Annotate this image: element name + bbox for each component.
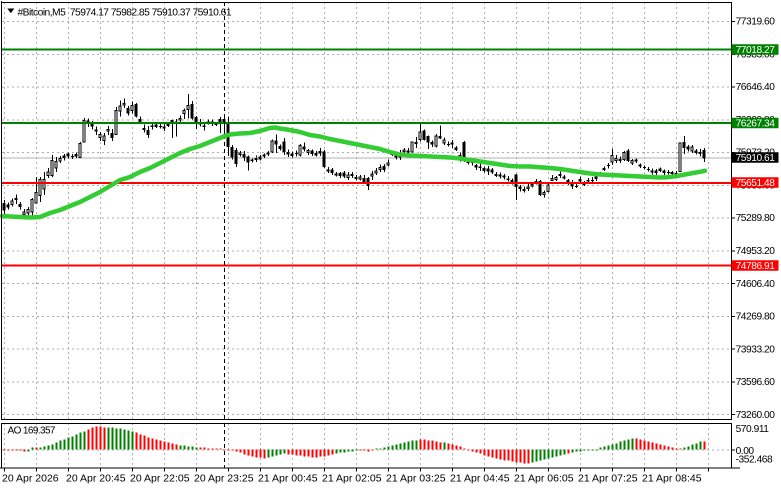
svg-text:20 Apr 23:25: 20 Apr 23:25 <box>194 473 254 485</box>
svg-text:21 Apr 08:45: 21 Apr 08:45 <box>642 473 702 485</box>
svg-text:75289.80: 75289.80 <box>736 213 776 224</box>
svg-text:21 Apr 02:05: 21 Apr 02:05 <box>322 473 382 485</box>
svg-text:21 Apr 04:45: 21 Apr 04:45 <box>450 473 510 485</box>
svg-text:76983.00: 76983.00 <box>736 49 776 60</box>
svg-text:76646.40: 76646.40 <box>736 82 776 93</box>
svg-text:20 Apr 22:05: 20 Apr 22:05 <box>130 473 190 485</box>
svg-text:21 Apr 03:25: 21 Apr 03:25 <box>386 473 446 485</box>
svg-text:77018.27: 77018.27 <box>736 45 776 56</box>
svg-text:570.911: 570.911 <box>736 424 770 435</box>
svg-text:74953.20: 74953.20 <box>736 246 776 257</box>
svg-text:73260.00: 73260.00 <box>736 410 776 421</box>
svg-text:77319.60: 77319.60 <box>736 17 776 28</box>
svg-text:75651.48: 75651.48 <box>736 178 776 189</box>
svg-text:21 Apr 00:45: 21 Apr 00:45 <box>258 473 318 485</box>
svg-text:74786.91: 74786.91 <box>736 261 776 272</box>
svg-text:0.00: 0.00 <box>736 446 755 457</box>
svg-text:21 Apr 06:05: 21 Apr 06:05 <box>514 473 574 485</box>
svg-text:73596.60: 73596.60 <box>736 377 776 388</box>
svg-text:73933.20: 73933.20 <box>736 344 776 355</box>
svg-text:76267.34: 76267.34 <box>736 119 776 130</box>
svg-text:20 Apr 2026: 20 Apr 2026 <box>2 473 59 485</box>
svg-text:74269.80: 74269.80 <box>736 312 776 323</box>
svg-text:-352.468: -352.468 <box>736 455 773 466</box>
svg-text:75910.61: 75910.61 <box>736 153 776 164</box>
svg-text:74606.40: 74606.40 <box>736 279 776 290</box>
svg-text:21 Apr 07:25: 21 Apr 07:25 <box>578 473 638 485</box>
svg-text:20 Apr 20:45: 20 Apr 20:45 <box>66 473 126 485</box>
svg-text:#Bitcoin,M5 75974.17 75982.85: #Bitcoin,M5 75974.17 75982.85 75910.37 7… <box>18 7 232 18</box>
svg-text:AO 169.357: AO 169.357 <box>8 426 56 437</box>
